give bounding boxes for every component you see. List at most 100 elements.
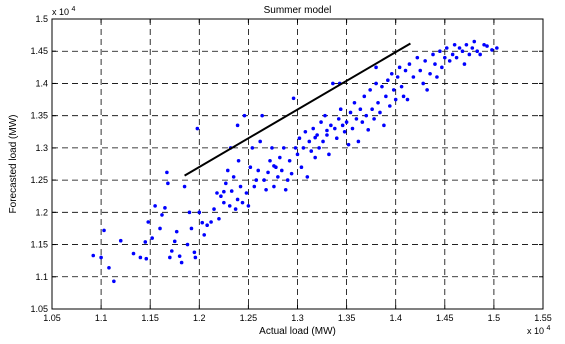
data-point xyxy=(366,128,371,132)
data-point xyxy=(485,44,489,48)
data-point xyxy=(395,75,400,79)
x-exponent-power: 4 xyxy=(547,325,551,332)
data-point xyxy=(195,126,200,131)
data-point xyxy=(138,255,143,260)
data-point xyxy=(380,84,384,89)
data-point xyxy=(99,255,103,260)
data-point xyxy=(197,210,202,215)
data-point xyxy=(268,158,272,163)
data-point xyxy=(270,146,274,150)
data-point xyxy=(374,81,378,86)
tick-layer: 1.05 1.1 1.15 1.2 1.25 1.3 1.35 1.4 1.45 1.5 1.55 1… xyxy=(30,14,551,323)
data-point xyxy=(202,233,207,237)
data-point xyxy=(333,126,337,131)
data-point xyxy=(389,71,394,76)
data-point xyxy=(189,226,194,231)
y-exponent-power: 4 xyxy=(72,6,76,13)
data-point xyxy=(278,155,282,160)
data-point xyxy=(388,104,392,108)
data-point xyxy=(200,220,205,225)
data-point xyxy=(464,42,469,47)
data-point xyxy=(378,110,382,115)
data-point xyxy=(443,55,447,60)
y-tick-label: 1.4 xyxy=(35,78,48,88)
data-point xyxy=(418,68,423,73)
data-point xyxy=(279,168,284,173)
x-tick-label: 1.05 xyxy=(43,313,61,323)
y-exponent-label: x 10 4 xyxy=(52,6,76,17)
data-point xyxy=(440,65,444,70)
data-point xyxy=(348,110,353,115)
data-point xyxy=(482,42,486,47)
data-point xyxy=(374,65,378,70)
y-tick-label: 1.05 xyxy=(30,304,48,314)
data-point xyxy=(495,46,499,50)
data-point xyxy=(229,189,234,193)
data-point xyxy=(205,223,209,228)
data-point xyxy=(272,184,276,189)
data-point xyxy=(325,133,329,137)
data-point xyxy=(238,184,243,189)
y-tick-label: 1.15 xyxy=(30,240,48,250)
x-tick-label: 1.35 xyxy=(338,313,356,323)
data-point xyxy=(252,184,257,189)
data-point xyxy=(344,120,349,124)
data-point xyxy=(342,129,347,134)
chart-title: Summer model xyxy=(264,5,332,16)
data-point xyxy=(217,216,221,221)
data-point xyxy=(153,204,157,208)
grid-layer xyxy=(52,19,543,309)
data-point xyxy=(457,46,462,50)
data-point xyxy=(297,136,302,141)
data-point xyxy=(397,65,402,70)
x-tick-label: 1.1 xyxy=(95,313,108,323)
data-point xyxy=(299,165,304,170)
data-point xyxy=(235,197,240,202)
data-point xyxy=(423,59,427,63)
data-point xyxy=(256,168,261,173)
data-point xyxy=(386,78,390,83)
data-point xyxy=(222,200,226,205)
y-tick-label: 1.25 xyxy=(30,175,48,185)
data-point xyxy=(393,97,398,102)
data-point xyxy=(219,194,223,199)
data-point xyxy=(293,146,298,150)
data-point xyxy=(338,107,343,112)
data-point xyxy=(158,226,162,231)
data-point xyxy=(444,46,449,50)
data-point xyxy=(248,165,253,170)
data-point xyxy=(405,97,410,102)
data-point xyxy=(323,113,327,118)
data-point xyxy=(327,152,331,157)
data-point xyxy=(435,75,439,79)
data-point xyxy=(231,175,236,179)
data-point xyxy=(309,149,314,153)
data-point xyxy=(242,113,247,118)
data-point xyxy=(346,142,351,147)
data-point xyxy=(285,178,290,182)
x-tick-label: 1.4 xyxy=(389,313,402,323)
data-point xyxy=(319,120,323,124)
x-tick-label: 1.2 xyxy=(193,313,206,323)
data-point xyxy=(317,146,321,150)
y-tick-label: 1.3 xyxy=(35,143,48,153)
data-point xyxy=(301,146,306,150)
data-point xyxy=(185,242,190,247)
data-point xyxy=(179,260,184,265)
data-point xyxy=(91,253,96,258)
x-tick-label: 1.55 xyxy=(534,313,552,323)
data-point xyxy=(168,255,172,260)
y-tick-label: 1.35 xyxy=(30,111,48,121)
data-point xyxy=(370,107,374,112)
data-point xyxy=(187,210,192,215)
data-point xyxy=(264,187,268,192)
data-point xyxy=(224,181,228,186)
data-point xyxy=(215,191,219,195)
data-point xyxy=(118,238,123,243)
data-point xyxy=(321,139,325,144)
data-point xyxy=(340,123,345,128)
y-axis-title: Forecasted load (MW) xyxy=(8,115,19,214)
y-tick-label: 1.5 xyxy=(35,14,48,24)
data-point xyxy=(329,123,333,128)
